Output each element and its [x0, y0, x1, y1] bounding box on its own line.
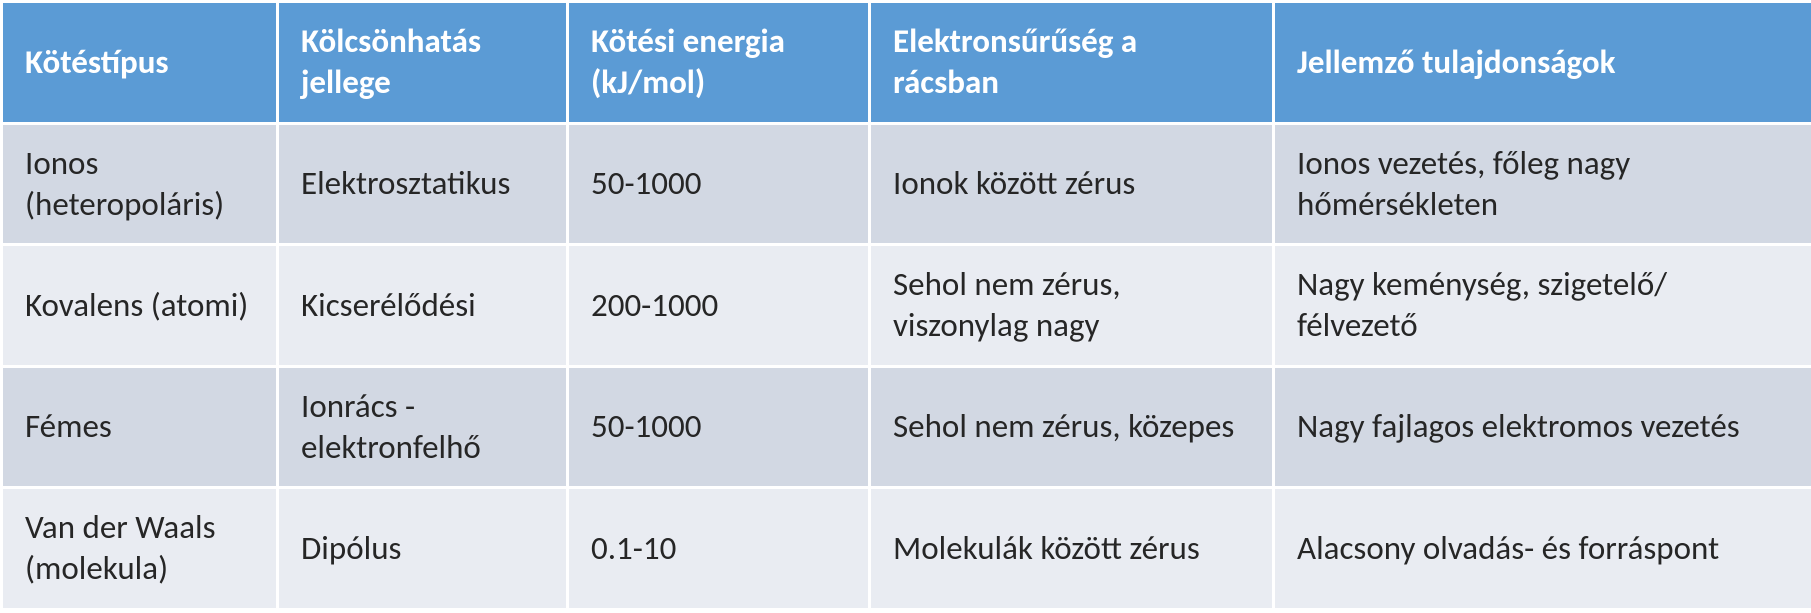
- cell: 200-1000: [568, 245, 870, 367]
- col-header: Kölcsönhatás jellege: [278, 2, 568, 124]
- table-row: Fémes Ionrács - elektronfelhő 50-1000 Se…: [2, 366, 1811, 488]
- col-header: Kötési energia (kJ/mol): [568, 2, 870, 124]
- cell: Fémes: [2, 366, 278, 488]
- table-row: Van der Waals (molekula) Dipólus 0.1-10 …: [2, 488, 1811, 610]
- cell: 50-1000: [568, 123, 870, 245]
- table-header-row: Kötéstípus Kölcsönhatás jellege Kötési e…: [2, 2, 1811, 124]
- cell: Kicserélődési: [278, 245, 568, 367]
- cell: Kovalens (atomi): [2, 245, 278, 367]
- cell: Sehol nem zérus, viszonylag nagy: [870, 245, 1274, 367]
- cell: Ionos vezetés, főleg nagy hőmérsékleten: [1274, 123, 1811, 245]
- cell: Ionos (heteropoláris): [2, 123, 278, 245]
- table-row: Ionos (heteropoláris) Elektrosztatikus 5…: [2, 123, 1811, 245]
- cell: Nagy fajlagos elektromos vezetés: [1274, 366, 1811, 488]
- col-header: Elektronsűrűség a rácsban: [870, 2, 1274, 124]
- table-row: Kovalens (atomi) Kicserélődési 200-1000 …: [2, 245, 1811, 367]
- cell: Ionok között zérus: [870, 123, 1274, 245]
- cell: Dipólus: [278, 488, 568, 610]
- col-header: Kötéstípus: [2, 2, 278, 124]
- cell: 0.1-10: [568, 488, 870, 610]
- col-header: Jellemző tulajdonságok: [1274, 2, 1811, 124]
- cell: Van der Waals (molekula): [2, 488, 278, 610]
- cell: Molekulák között zérus: [870, 488, 1274, 610]
- cell: 50-1000: [568, 366, 870, 488]
- cell: Alacsony olvadás- és forráspont: [1274, 488, 1811, 610]
- cell: Elektrosztatikus: [278, 123, 568, 245]
- bond-types-table: Kötéstípus Kölcsönhatás jellege Kötési e…: [0, 0, 1811, 611]
- cell: Nagy keménység, szigetelő/ félvezető: [1274, 245, 1811, 367]
- cell: Sehol nem zérus, közepes: [870, 366, 1274, 488]
- cell: Ionrács - elektronfelhő: [278, 366, 568, 488]
